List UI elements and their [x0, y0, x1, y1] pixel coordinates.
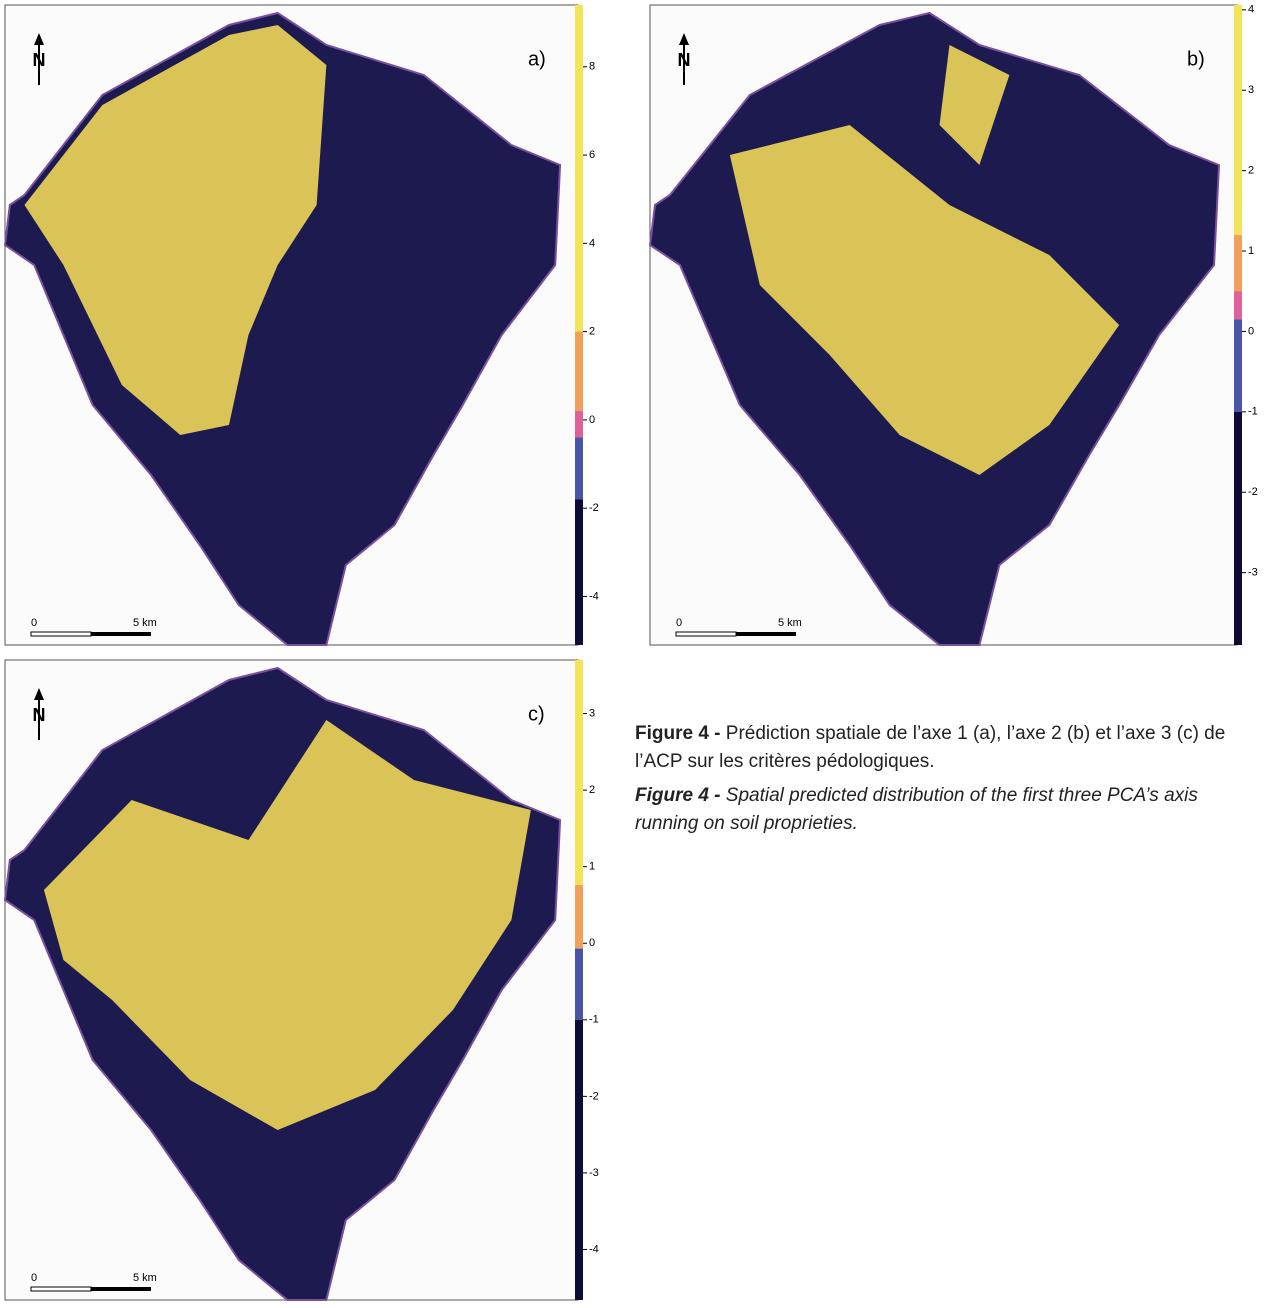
- colorbar-tick-label: -2: [589, 502, 599, 514]
- colorbar-tick-label: 0: [589, 937, 595, 949]
- colorbar-tick-label: 3: [589, 707, 595, 719]
- colorbar-tick-label: -2: [1248, 486, 1258, 498]
- colorbar-tick-label: -4: [589, 1243, 599, 1255]
- colorbar-tick-label: 1: [589, 861, 595, 873]
- colorbar-segment: [1234, 412, 1242, 645]
- colorbar-segment: [575, 949, 583, 1020]
- caption-en: Figure 4 - Spatial predicted distributio…: [635, 782, 1265, 838]
- colorbar-segment: [1234, 319, 1242, 411]
- colorbar-tick-label: 4: [1248, 4, 1254, 16]
- figure: Na) 0 5 km 8 6 4 2 0 -2 -4 Nb) 0 5 km 4 3 2 1 0 -1 -2 -3 Nc) 0…: [0, 0, 1274, 1303]
- panel-label: c): [528, 703, 545, 725]
- scale-label: 0: [676, 617, 682, 629]
- colorbar-segment: [1234, 235, 1242, 291]
- panel-label: a): [528, 48, 546, 70]
- colorbar-tick-label: 0: [1248, 325, 1254, 337]
- colorbar-tick-label: -4: [589, 590, 599, 602]
- colorbar-tick-label: 2: [589, 784, 595, 796]
- scale-bar: [676, 632, 736, 636]
- panel-label: b): [1187, 48, 1205, 70]
- colorbar-tick-label: -1: [1248, 406, 1258, 418]
- colorbar-tick-label: 0: [589, 414, 595, 426]
- scale-label: 0: [31, 1272, 37, 1284]
- colorbar-segment: [575, 5, 583, 332]
- scale-bar: [31, 1287, 91, 1291]
- colorbar-segment: [1234, 5, 1242, 235]
- caption-label: Figure 4 -: [635, 723, 721, 744]
- colorbar-tick-label: -1: [589, 1014, 599, 1026]
- colorbar-segment: [575, 1020, 583, 1300]
- colorbar-tick-label: 8: [589, 61, 595, 73]
- caption: Figure 4 - Prédiction spatiale de l’axe …: [635, 720, 1265, 844]
- colorbar-tick-label: 6: [589, 149, 595, 161]
- scale-bar: [91, 632, 151, 636]
- colorbar-tick-label: -3: [589, 1167, 599, 1179]
- colorbar-tick-label: 1: [1248, 245, 1254, 257]
- scale-label: 5 km: [133, 1272, 157, 1284]
- colorbar-segment: [575, 499, 583, 645]
- colorbar-segment: [575, 332, 583, 411]
- caption-label: Figure 4 -: [635, 785, 721, 806]
- scale-label: 5 km: [133, 617, 157, 629]
- colorbar-segment: [575, 660, 583, 885]
- colorbar-segment: [575, 411, 583, 437]
- scale-label: 5 km: [778, 617, 802, 629]
- colorbar-tick-label: 4: [589, 237, 595, 249]
- colorbar-tick-label: 2: [589, 326, 595, 338]
- colorbar-tick-label: 3: [1248, 84, 1254, 96]
- scale-bar: [31, 632, 91, 636]
- scale-bar: [91, 1287, 151, 1291]
- colorbar-tick-label: -3: [1248, 567, 1258, 579]
- caption-fr: Figure 4 - Prédiction spatiale de l’axe …: [635, 720, 1265, 776]
- page: {"panels": [ {"label": "a)", "north": "N…: [0, 0, 1274, 1303]
- north-label: N: [678, 50, 691, 70]
- scale-label: 0: [31, 617, 37, 629]
- colorbar-segment: [575, 885, 583, 949]
- north-label: N: [33, 50, 46, 70]
- scale-bar: [736, 632, 796, 636]
- north-label: N: [33, 705, 46, 725]
- caption-text: Prédiction spatiale de l’axe 1 (a), l’ax…: [635, 723, 1225, 772]
- colorbar-segment: [1234, 291, 1242, 319]
- colorbar-segment: [575, 438, 583, 500]
- colorbar-tick-label: 2: [1248, 165, 1254, 177]
- colorbar-tick-label: -2: [589, 1090, 599, 1102]
